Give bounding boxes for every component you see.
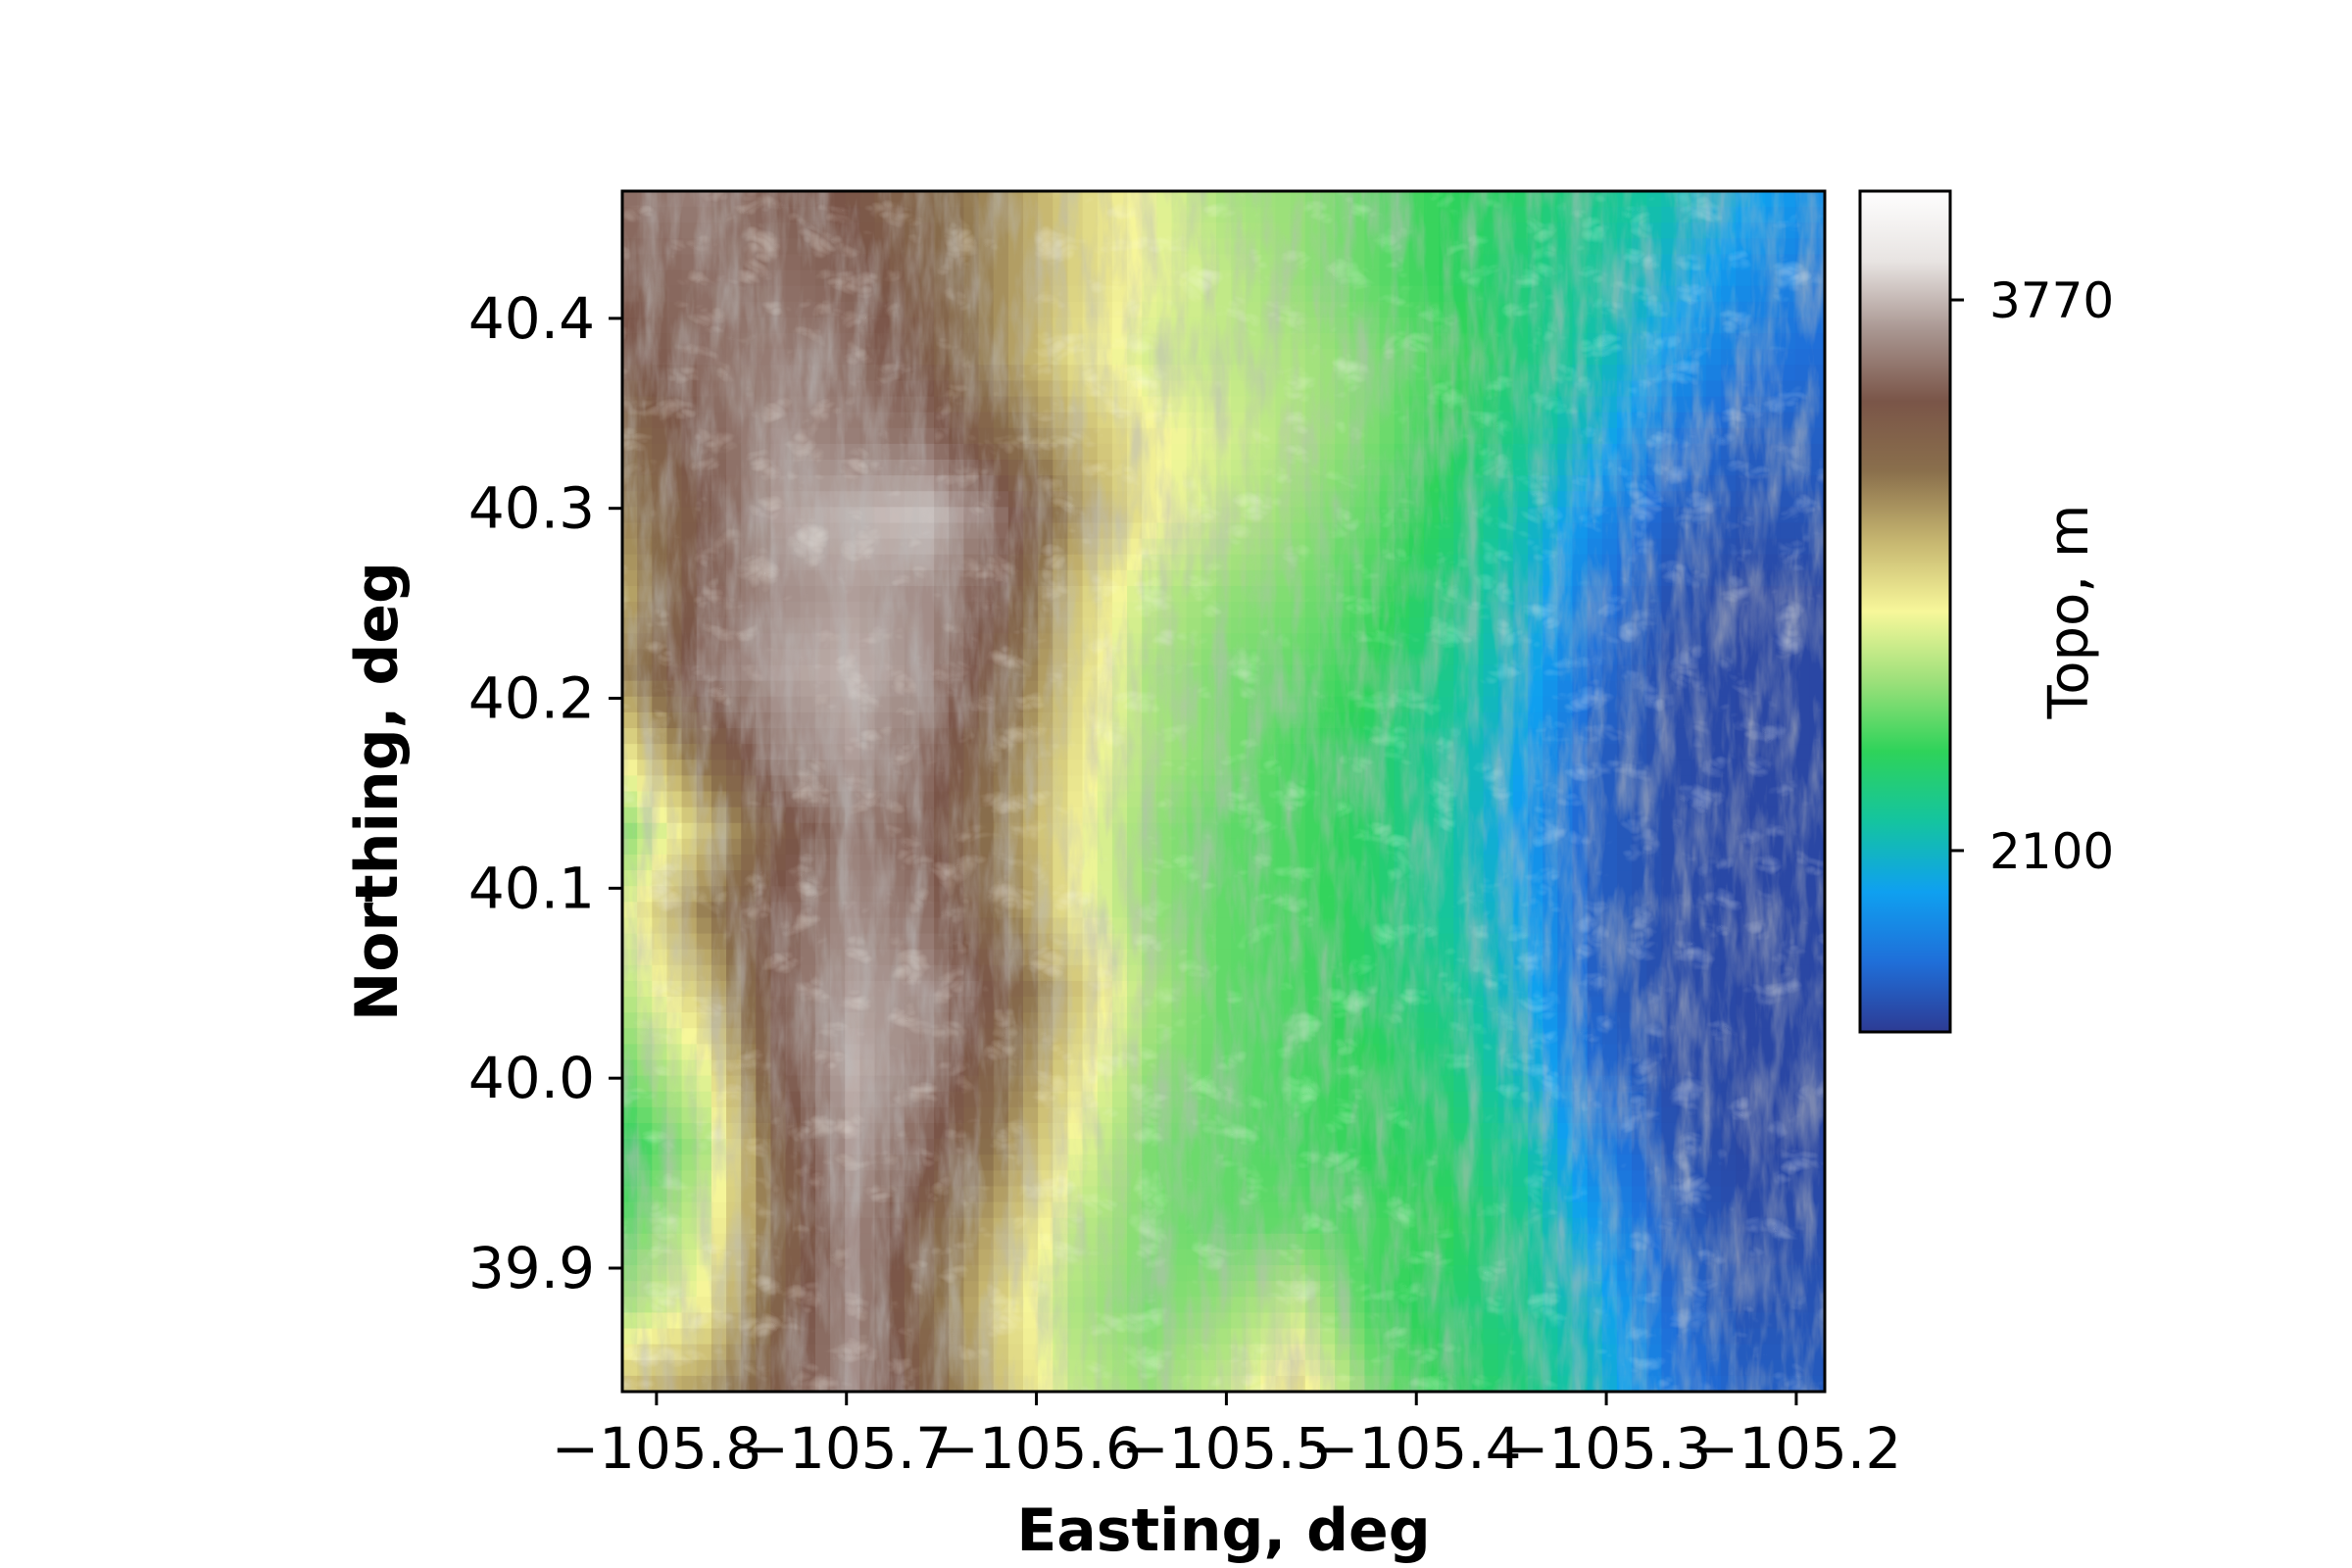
plot-area <box>620 189 1827 1394</box>
